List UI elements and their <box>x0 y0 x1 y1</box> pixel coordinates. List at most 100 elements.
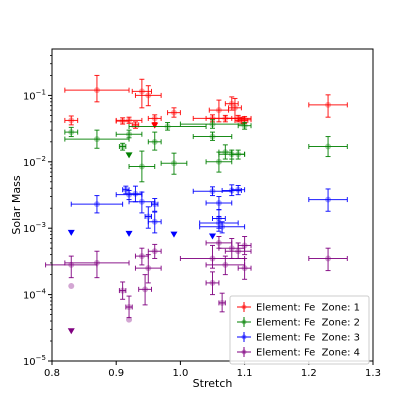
series-layer <box>45 74 348 335</box>
x-tick-label: 1.1 <box>237 368 253 379</box>
data-marker <box>126 117 133 124</box>
data-marker <box>145 265 152 272</box>
legend-item: Element: Fe Zone: 3 <box>237 332 360 344</box>
data-point <box>125 295 133 319</box>
data-marker <box>228 245 235 252</box>
data-marker <box>241 265 248 272</box>
data-point <box>128 122 207 131</box>
data-marker <box>126 316 133 323</box>
data-marker <box>126 304 133 311</box>
data-marker <box>93 87 100 94</box>
data-point <box>70 195 124 214</box>
y-tick-label: 10−2 <box>23 155 46 169</box>
data-marker <box>325 143 332 150</box>
data-point <box>147 131 162 151</box>
data-point <box>126 316 133 323</box>
data-marker <box>241 242 248 249</box>
upper-limit-marker <box>151 122 159 129</box>
data-point <box>64 129 130 149</box>
data-marker <box>93 136 100 143</box>
x-tick-label: 1.3 <box>365 368 381 379</box>
series-4 <box>45 236 348 335</box>
data-point <box>179 244 246 269</box>
data-point <box>147 114 162 124</box>
data-point <box>308 247 348 272</box>
data-marker <box>209 279 216 286</box>
data-point <box>308 188 348 212</box>
data-point <box>231 149 246 160</box>
data-marker <box>142 286 149 293</box>
data-marker <box>151 115 158 122</box>
data-point <box>118 142 127 151</box>
legend-label: Element: Fe Zone: 4 <box>256 348 360 359</box>
data-point <box>122 185 130 195</box>
data-point <box>138 274 153 306</box>
data-marker <box>231 104 238 111</box>
x-tick-label: 1.0 <box>172 368 188 379</box>
data-marker <box>145 92 152 99</box>
legend-label: Element: Fe Zone: 1 <box>256 303 360 314</box>
data-marker <box>209 188 216 195</box>
y-axis-label: Solar Mass <box>10 175 23 234</box>
data-point <box>237 116 252 124</box>
legend-marker-dot <box>241 349 247 355</box>
ticks-layer: 0.8 0.9 1.0 1.1 1.2 1.3 10−5 10−4 10−3 10−2 10−1 <box>23 55 381 379</box>
data-marker <box>93 259 100 266</box>
data-point <box>308 136 348 158</box>
data-point <box>68 282 75 289</box>
data-marker <box>119 118 126 125</box>
y-tick-label: 10−1 <box>23 88 46 102</box>
data-marker <box>151 248 158 255</box>
data-point <box>128 150 156 183</box>
legend-item: Element: Fe Zone: 1 <box>237 302 360 314</box>
upper-limit-marker <box>209 233 216 240</box>
data-point <box>128 191 156 214</box>
data-marker <box>209 121 216 128</box>
legend-box <box>229 295 370 365</box>
data-point <box>218 237 246 259</box>
legend-marker-dot <box>241 334 247 340</box>
data-point <box>224 96 239 111</box>
legend-item: Element: Fe Zone: 4 <box>237 347 360 359</box>
y-tick-label: 10−5 <box>23 354 46 368</box>
data-point <box>167 107 181 118</box>
legend-marker-dot <box>241 319 247 325</box>
data-point <box>128 185 143 203</box>
data-point <box>160 152 188 175</box>
data-marker <box>68 129 75 136</box>
data-marker <box>219 223 226 230</box>
data-marker <box>170 109 177 116</box>
data-point <box>308 94 348 118</box>
data-point <box>237 122 252 130</box>
data-point <box>118 281 127 300</box>
data-point <box>134 247 149 266</box>
data-marker <box>93 201 100 208</box>
data-marker <box>222 149 229 156</box>
data-marker <box>138 253 145 260</box>
data-marker <box>325 101 332 108</box>
data-marker <box>151 138 158 145</box>
series-2 <box>64 119 348 183</box>
data-point <box>218 292 226 313</box>
data-marker <box>215 107 222 114</box>
data-point <box>134 254 162 284</box>
series-3 <box>67 184 348 240</box>
legend-label: Element: Fe Zone: 2 <box>256 318 360 329</box>
data-marker <box>119 143 126 150</box>
data-marker <box>151 218 158 225</box>
data-marker <box>209 255 216 262</box>
data-marker <box>164 123 171 130</box>
data-point <box>199 221 246 234</box>
upper-limit-marker <box>125 230 133 237</box>
data-marker <box>235 248 242 255</box>
upper-limit-marker <box>67 328 75 335</box>
legend: Element: Fe Zone: 1 Element: Fe Zone: 2 El… <box>229 295 370 365</box>
data-marker <box>138 198 145 205</box>
data-marker <box>209 133 216 140</box>
data-marker <box>238 117 245 124</box>
data-point <box>231 184 246 196</box>
data-marker <box>215 239 222 246</box>
data-point <box>147 243 162 259</box>
data-point <box>192 131 233 141</box>
data-marker <box>235 186 242 193</box>
